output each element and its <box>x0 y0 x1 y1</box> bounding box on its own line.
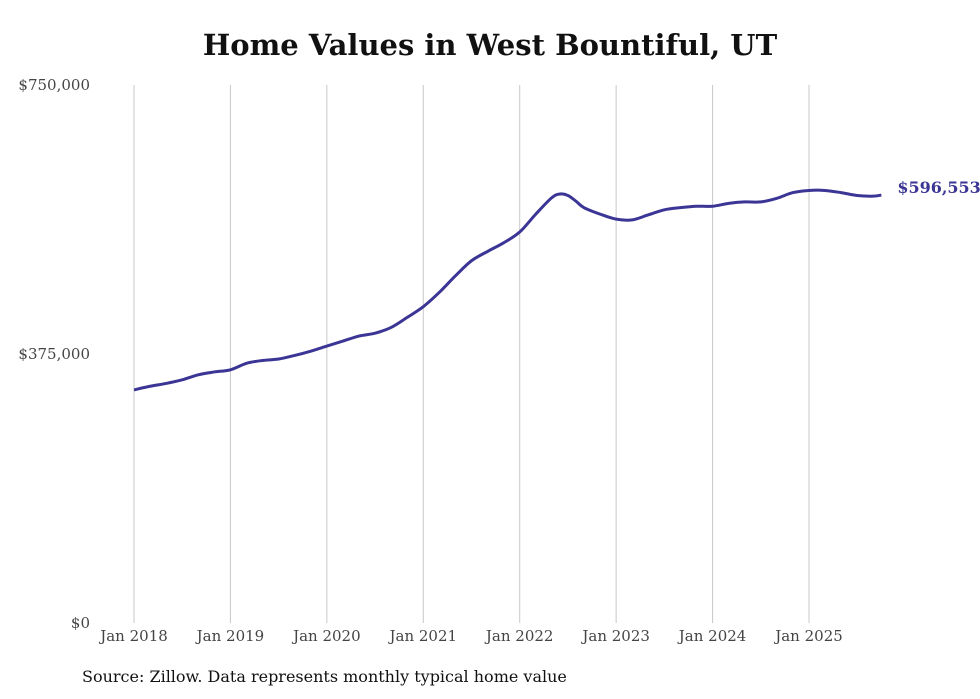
y-axis-tick-labels: $0 $375,000 $750,000 <box>18 76 90 632</box>
series-line-0 <box>133 188 882 392</box>
y-tick-label: $0 <box>71 614 90 632</box>
source-note: Source: Zillow. Data represents monthly … <box>82 667 567 686</box>
x-tick-label: Jan 2023 <box>580 627 650 645</box>
y-tick-label: $375,000 <box>18 345 90 363</box>
x-tick-label: Jan 2024 <box>677 627 747 645</box>
x-tick-label: Jan 2020 <box>291 627 361 645</box>
x-tick-label: Jan 2022 <box>484 627 554 645</box>
x-axis-tick-labels: Jan 2018 Jan 2019 Jan 2020 Jan 2021 Jan 2022… <box>98 627 843 645</box>
chart-title: Home Values in West Bountiful, UT <box>202 28 778 62</box>
vertical-gridlines <box>133 85 810 623</box>
x-tick-label: Jan 2021 <box>388 627 458 645</box>
x-tick-label: Jan 2018 <box>98 627 168 645</box>
last-value-label: $596,553 <box>897 178 980 197</box>
series-lines <box>133 188 882 392</box>
x-tick-label: Jan 2025 <box>773 627 843 645</box>
x-tick-label: Jan 2019 <box>195 627 265 645</box>
y-tick-label: $750,000 <box>18 76 90 94</box>
